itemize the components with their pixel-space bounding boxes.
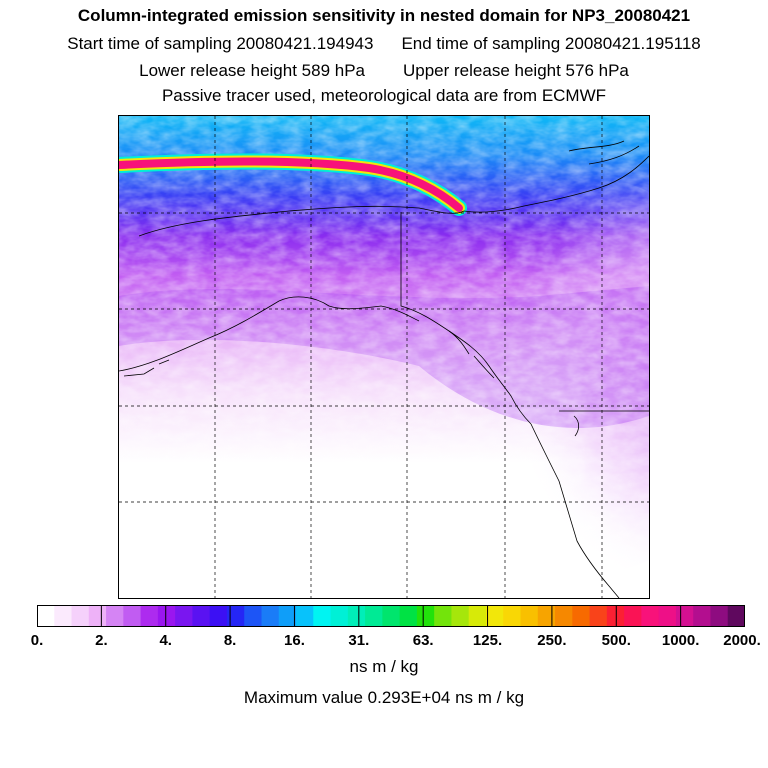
- colorbar-swatch: [175, 605, 193, 627]
- colorbar-swatch: [365, 605, 383, 627]
- map-svg: [119, 116, 649, 598]
- sensitivity-map: [118, 115, 650, 599]
- colorbar-swatch: [693, 605, 711, 627]
- colorbar-swatch: [589, 605, 608, 627]
- colorbar-tick-label: 2000.: [723, 632, 761, 649]
- release-upper: Upper release height 576 hPa: [403, 61, 629, 80]
- colorbar-swatch: [641, 605, 660, 627]
- release-heights: Lower release height 589 hPa Upper releas…: [0, 61, 768, 81]
- colorbar-border: [37, 605, 745, 627]
- colorbar: [37, 605, 745, 627]
- colorbar-swatch: [37, 605, 55, 627]
- colorbar-swatch: [416, 605, 435, 627]
- colorbar-tick-label: 8.: [223, 632, 237, 649]
- colorbar-swatch: [520, 605, 539, 627]
- colorbar-tick-label: 16.: [284, 632, 305, 649]
- colorbar-swatch: [226, 605, 245, 627]
- colorbar-tick-label: 500.: [601, 632, 631, 649]
- colorbar-tick-label: 4.: [159, 632, 172, 649]
- colorbar-tick-label: 2.: [95, 632, 108, 649]
- colorbar-tick-label: 1000.: [661, 632, 700, 649]
- colorbar-swatch: [106, 605, 124, 627]
- colorbar-swatch: [382, 605, 401, 627]
- colorbar-swatch: [451, 605, 470, 627]
- colorbar-swatch: [71, 605, 90, 627]
- colorbar-swatch: [485, 605, 504, 627]
- colorbar-swatch: [296, 605, 314, 627]
- colorbar-swatch: [710, 605, 729, 627]
- maximum-value: Maximum value 0.293E+04 ns m / kg: [243, 688, 525, 707]
- colorbar-swatch: [192, 605, 211, 627]
- colorbar-swatch: [330, 605, 349, 627]
- colorbar-swatch: [434, 605, 452, 627]
- colorbar-swatch: [537, 605, 556, 627]
- sampling-times: Start time of sampling 20080421.194943 En…: [0, 34, 768, 54]
- colorbar-swatch: [658, 605, 677, 627]
- sampling-end: End time of sampling 20080421.195118: [401, 34, 701, 53]
- colorbar-swatch: [468, 605, 487, 627]
- colorbar-tick-label: 250.: [537, 632, 567, 649]
- colorbar-swatch: [503, 605, 522, 627]
- colorbar-swatch: [157, 605, 176, 627]
- field-texture: [119, 116, 649, 598]
- colorbar-swatch: [399, 605, 418, 627]
- colorbar-swatch: [209, 605, 228, 627]
- colorbar-swatch: [88, 605, 107, 627]
- colorbar-swatch: [313, 605, 332, 627]
- sampling-start: Start time of sampling 20080421.194943: [67, 34, 374, 53]
- colorbar-swatch: [261, 605, 280, 627]
- colorbar-tick-label: 63.: [412, 632, 434, 649]
- colorbar-swatch: [727, 605, 745, 627]
- colorbar-swatch: [675, 605, 694, 627]
- plume-band: [119, 157, 463, 212]
- colorbar-swatch: [555, 605, 573, 627]
- colorbar-units: ns m / kg: [349, 657, 419, 676]
- colorbar-swatch: [572, 605, 591, 627]
- colorbar-swatch: [606, 605, 625, 627]
- colorbar-swatch: [244, 605, 262, 627]
- plot-title: Column-integrated emission sensitivity i…: [77, 6, 691, 25]
- colorbar-tick-label: 0.: [30, 632, 44, 649]
- graticule: [119, 116, 649, 598]
- tracer-info: Passive tracer used, meteorological data…: [161, 86, 607, 105]
- colorbar-swatch: [278, 605, 297, 627]
- release-lower: Lower release height 589 hPa: [139, 61, 365, 80]
- colorbar-swatch: [624, 605, 642, 627]
- plume: [119, 153, 467, 216]
- colorbar-swatch: [140, 605, 159, 627]
- colorbar-tick-label: 31.: [348, 632, 370, 649]
- colorbar-swatch: [123, 605, 142, 627]
- colorbar-swatch: [54, 605, 73, 627]
- colorbar-tick-label: 125.: [472, 632, 503, 649]
- coastlines: [119, 140, 649, 598]
- colorbar-swatch: [347, 605, 366, 627]
- colorbar-ticks: 0. 2. 4. 8. 16. 31. 63. 125. 250. 500. 1000. 2000.: [0, 632, 768, 654]
